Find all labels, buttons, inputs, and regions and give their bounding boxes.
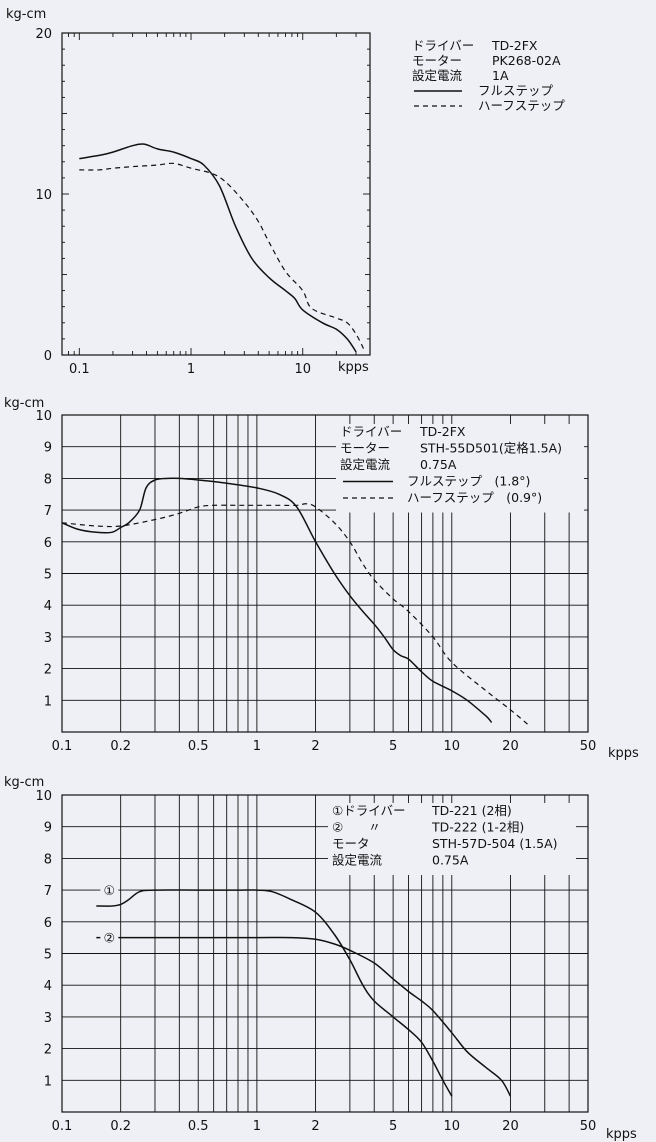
y-tick-label: 8 <box>44 852 52 867</box>
y-tick-label: 1 <box>44 694 52 709</box>
series-line-1 <box>79 143 357 353</box>
y-tick-label: 4 <box>44 979 52 994</box>
y-tick-label: 5 <box>44 568 52 583</box>
chart-1-torque-pk268: 0 10 20 0.1 1 10 kg-cm kpps ドライバー TD-2FX モーター PK268… <box>6 7 565 377</box>
x-tick-label: 50 <box>580 739 597 754</box>
legend-value: STH-57D-504 (1.5A) <box>432 836 558 851</box>
legend-background <box>336 424 584 513</box>
legend-key: ドライバー <box>340 424 402 439</box>
y-tick-label: 4 <box>44 599 52 614</box>
legend-value: PK268-02A <box>492 53 561 68</box>
y-tick-label: 3 <box>44 1011 52 1026</box>
y-tick-label: 6 <box>44 536 52 551</box>
legend-key: ② 〃 <box>332 820 381 835</box>
x-tick-label: 0.1 <box>69 362 90 377</box>
legend-value: 0.75A <box>420 457 457 472</box>
chart-3-torque-sth57d504: 1 2 3 4 5 6 7 8 9 10 0.1 0.2 0.5 1 2 5 10 20 50 kg-cm kpps ① ②… <box>4 775 637 1142</box>
legend-key: モータ <box>332 836 370 851</box>
y-tick-label: 1 <box>44 1074 52 1089</box>
legend-background <box>328 803 576 875</box>
y-tick-label: 10 <box>35 188 52 203</box>
x-axis-label: kpps <box>608 746 639 761</box>
x-tick-label: 2 <box>311 1119 319 1134</box>
legend-series-label: ハーフステップ <box>478 98 565 113</box>
series-callout-1: ① <box>104 884 116 899</box>
legend-value: TD-2FX <box>491 38 538 53</box>
y-axis-unit-label: kg-cm <box>4 775 44 790</box>
x-tick-label: 1 <box>187 362 195 377</box>
legend-value: 0.75A <box>432 853 469 868</box>
legend-series-label: フルステップ (1.8°) <box>407 474 530 489</box>
x-axis-label: kpps <box>606 1127 637 1142</box>
y-tick-label: 10 <box>35 789 52 804</box>
x-tick-label: 2 <box>311 739 319 754</box>
x-tick-label: 50 <box>580 1119 597 1134</box>
y-tick-label: 20 <box>35 27 52 42</box>
legend-key: モーター <box>340 441 390 456</box>
y-tick-label: 10 <box>35 409 52 424</box>
x-tick-label: 10 <box>294 362 311 377</box>
chart-2-torque-sth55d501: 1 2 3 4 5 6 7 8 9 10 0.1 0.2 0.5 1 2 5 10 20 50 kg-cm kpps ドラ… <box>4 396 639 761</box>
legend-key: 設定電流 <box>412 68 463 83</box>
legend-value: TD-222 (1-2相) <box>431 820 524 835</box>
series-line-1 <box>96 889 453 1097</box>
x-tick-label: 20 <box>502 739 519 754</box>
callout-bg <box>100 928 119 947</box>
legend: ①ドライバー TD-221 (2相) ② 〃 TD-222 (1-2相) モータ STH-… <box>328 803 576 875</box>
x-tick-label: 0.2 <box>110 739 131 754</box>
series-line-2 <box>96 936 512 1097</box>
x-tick-label: 0.5 <box>188 1119 209 1134</box>
legend-value: 1A <box>492 68 509 83</box>
x-tick-label: 20 <box>502 1119 519 1134</box>
y-tick-label: 0 <box>44 349 52 364</box>
y-tick-label: 7 <box>44 884 52 899</box>
y-tick-label: 2 <box>44 663 52 678</box>
plot-frame <box>61 414 589 733</box>
series-line-2 <box>61 503 530 727</box>
legend-key: モーター <box>412 53 462 68</box>
y-tick-label: 9 <box>44 441 52 456</box>
y-axis-unit-label: kg-cm <box>4 396 44 411</box>
x-axis-label: kpps <box>338 360 369 375</box>
legend-value: TD-2FX <box>419 424 466 439</box>
y-tick-label: 7 <box>44 504 52 519</box>
series-line-1 <box>61 477 493 724</box>
y-tick-label: 8 <box>44 472 52 487</box>
y-axis-unit-label: kg-cm <box>6 7 46 22</box>
series-callout-2: ② <box>104 932 116 947</box>
legend-series-label: フルステップ <box>478 83 554 98</box>
legend-value: TD-221 (2相) <box>431 803 512 818</box>
y-tick-label: 3 <box>44 631 52 646</box>
y-tick-label: 6 <box>44 916 52 931</box>
y-tick-label: 9 <box>44 821 52 836</box>
plot-frame <box>61 32 371 356</box>
x-tick-label: 5 <box>389 739 397 754</box>
legend-value: STH-55D501(定格1.5A) <box>420 441 562 456</box>
legend-series-label: ハーフステップ (0.9°) <box>407 490 542 505</box>
plot-frame <box>61 794 589 1113</box>
y-tick-label: 2 <box>44 1043 52 1058</box>
callout-bg <box>100 881 119 900</box>
legend-key: ドライバー <box>412 38 474 53</box>
legend: ドライバー TD-2FX モーター STH-55D501(定格1.5A) 設定電流 0.7… <box>336 424 584 513</box>
legend: ドライバー TD-2FX モーター PK268-02A 設定電流 1Aフルステップハーフス… <box>412 38 565 113</box>
legend-key: 設定電流 <box>332 853 383 868</box>
legend-key: ①ドライバー <box>332 803 405 818</box>
x-tick-label: 0.5 <box>188 739 209 754</box>
x-tick-label: 1 <box>253 1119 261 1134</box>
x-tick-label: 0.1 <box>52 739 73 754</box>
x-tick-label: 10 <box>444 1119 461 1134</box>
x-tick-label: 0.1 <box>52 1119 73 1134</box>
x-tick-label: 1 <box>253 739 261 754</box>
x-tick-label: 5 <box>389 1119 397 1134</box>
legend-key: 設定電流 <box>340 457 391 472</box>
x-tick-label: 0.2 <box>110 1119 131 1134</box>
y-tick-label: 5 <box>44 948 52 963</box>
x-tick-label: 10 <box>444 739 461 754</box>
